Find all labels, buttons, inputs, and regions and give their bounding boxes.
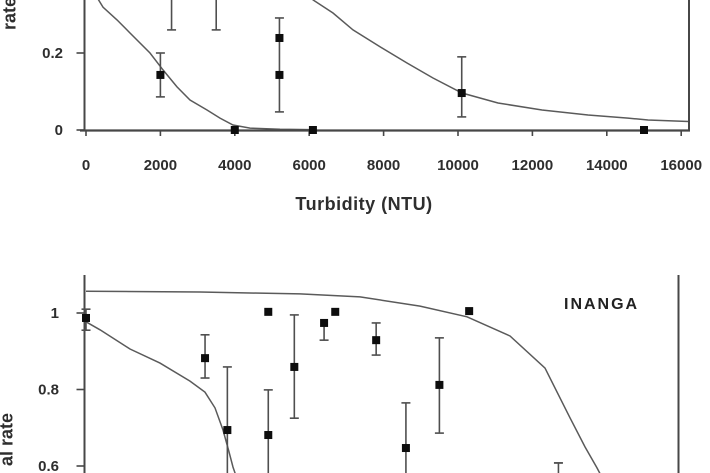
data-point bbox=[223, 426, 232, 435]
x-tick-label: 8000 bbox=[367, 157, 400, 174]
fit-curve-1 bbox=[97, 0, 310, 131]
data-point bbox=[401, 444, 410, 453]
x-tick-label: 0 bbox=[82, 157, 90, 174]
y-tick-label: 1 bbox=[51, 305, 59, 322]
y-axis-label-fragment-top: rate bbox=[0, 0, 20, 31]
data-point bbox=[331, 307, 340, 316]
fit-curve-2 bbox=[85, 290, 601, 473]
x-tick-label: 12000 bbox=[512, 157, 554, 174]
panel-label-inanga: INANGA bbox=[564, 296, 640, 313]
x-tick-label: 16000 bbox=[660, 157, 702, 174]
fit-curve-2 bbox=[312, 0, 689, 123]
y-tick-label: 0 bbox=[55, 122, 63, 139]
data-point bbox=[82, 313, 90, 322]
data-point bbox=[640, 126, 648, 134]
x-tick-label: 6000 bbox=[293, 157, 326, 174]
data-point bbox=[465, 307, 474, 316]
fit-curve-1 bbox=[85, 321, 236, 473]
data-point bbox=[275, 70, 284, 79]
data-point bbox=[264, 431, 273, 440]
data-point bbox=[290, 362, 299, 371]
data-point bbox=[372, 336, 381, 345]
data-point bbox=[156, 70, 165, 79]
x-tick-label: 14000 bbox=[586, 157, 628, 174]
data-point bbox=[308, 126, 317, 134]
x-axis-label: Turbidity (NTU) bbox=[295, 194, 433, 214]
y-tick-label: 0.2 bbox=[42, 45, 63, 62]
y-axis-label-fragment-bottom: al rate bbox=[0, 412, 17, 467]
data-point bbox=[264, 307, 273, 316]
y-tick-label: 0.8 bbox=[38, 382, 59, 399]
x-tick-label: 4000 bbox=[218, 157, 251, 174]
data-point bbox=[230, 126, 239, 134]
y-tick-label: 0.6 bbox=[38, 458, 59, 473]
x-tick-label: 10000 bbox=[437, 157, 479, 174]
x-tick-label: 2000 bbox=[144, 157, 177, 174]
data-point bbox=[435, 380, 444, 389]
data-point bbox=[201, 354, 210, 363]
data-point bbox=[457, 89, 466, 98]
data-point bbox=[320, 318, 329, 327]
data-point bbox=[275, 33, 284, 42]
